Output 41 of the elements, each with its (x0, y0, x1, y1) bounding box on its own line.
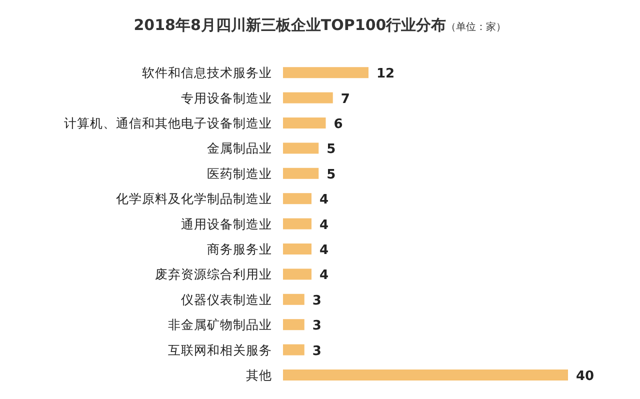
y-tick-label: 化学原料及化学制品制造业 (116, 191, 272, 206)
bar (283, 118, 326, 128)
y-tick-label: 其他 (246, 368, 272, 382)
data-label: 4 (320, 243, 329, 258)
data-label: 40 (576, 369, 594, 384)
data-label: 6 (334, 117, 343, 132)
data-label: 3 (312, 293, 322, 308)
data-label: 5 (326, 142, 336, 158)
y-tick-label: 专用设备制造业 (181, 90, 272, 106)
y-tick-label: 互联网和相关服务 (168, 342, 272, 358)
y-tick-label: 非金属矿物制品业 (168, 317, 272, 332)
data-label: 3 (312, 344, 322, 359)
y-tick-label: 通用设备制造业 (181, 216, 272, 232)
bar (283, 67, 368, 78)
bar (283, 244, 312, 254)
data-label: 3 (312, 318, 322, 334)
y-tick-label: 医药制造业 (207, 166, 272, 181)
y-tick-label: 金属制品业 (207, 140, 272, 156)
bar (283, 268, 312, 280)
y-tick-label: 计算机、通信和其他电子设备制造业 (64, 116, 272, 130)
y-tick-label: 仪器仪表制造业 (181, 292, 272, 307)
y-tick-label: 废弃资源综合利用业 (155, 266, 272, 282)
chart-title: 2018年8月四川新三板企业TOP100行业分布 (134, 16, 446, 34)
y-tick-label: 商务服务业 (207, 242, 272, 256)
data-label: 4 (320, 218, 329, 233)
bar (283, 294, 304, 305)
chart-subtitle: （单位：家） (446, 21, 506, 33)
bar (283, 92, 333, 104)
data-label: 12 (376, 66, 395, 82)
data-label: 4 (320, 192, 329, 208)
bar (283, 168, 319, 179)
bar (283, 344, 304, 356)
bar (283, 193, 312, 204)
data-label: 4 (320, 268, 329, 284)
bar (283, 319, 304, 330)
bar (283, 218, 312, 230)
data-label: 7 (340, 92, 350, 107)
data-label: 5 (326, 167, 336, 182)
y-tick-label: 软件和信息技术服务业 (142, 65, 272, 80)
bar (283, 142, 319, 154)
bar (283, 370, 568, 380)
